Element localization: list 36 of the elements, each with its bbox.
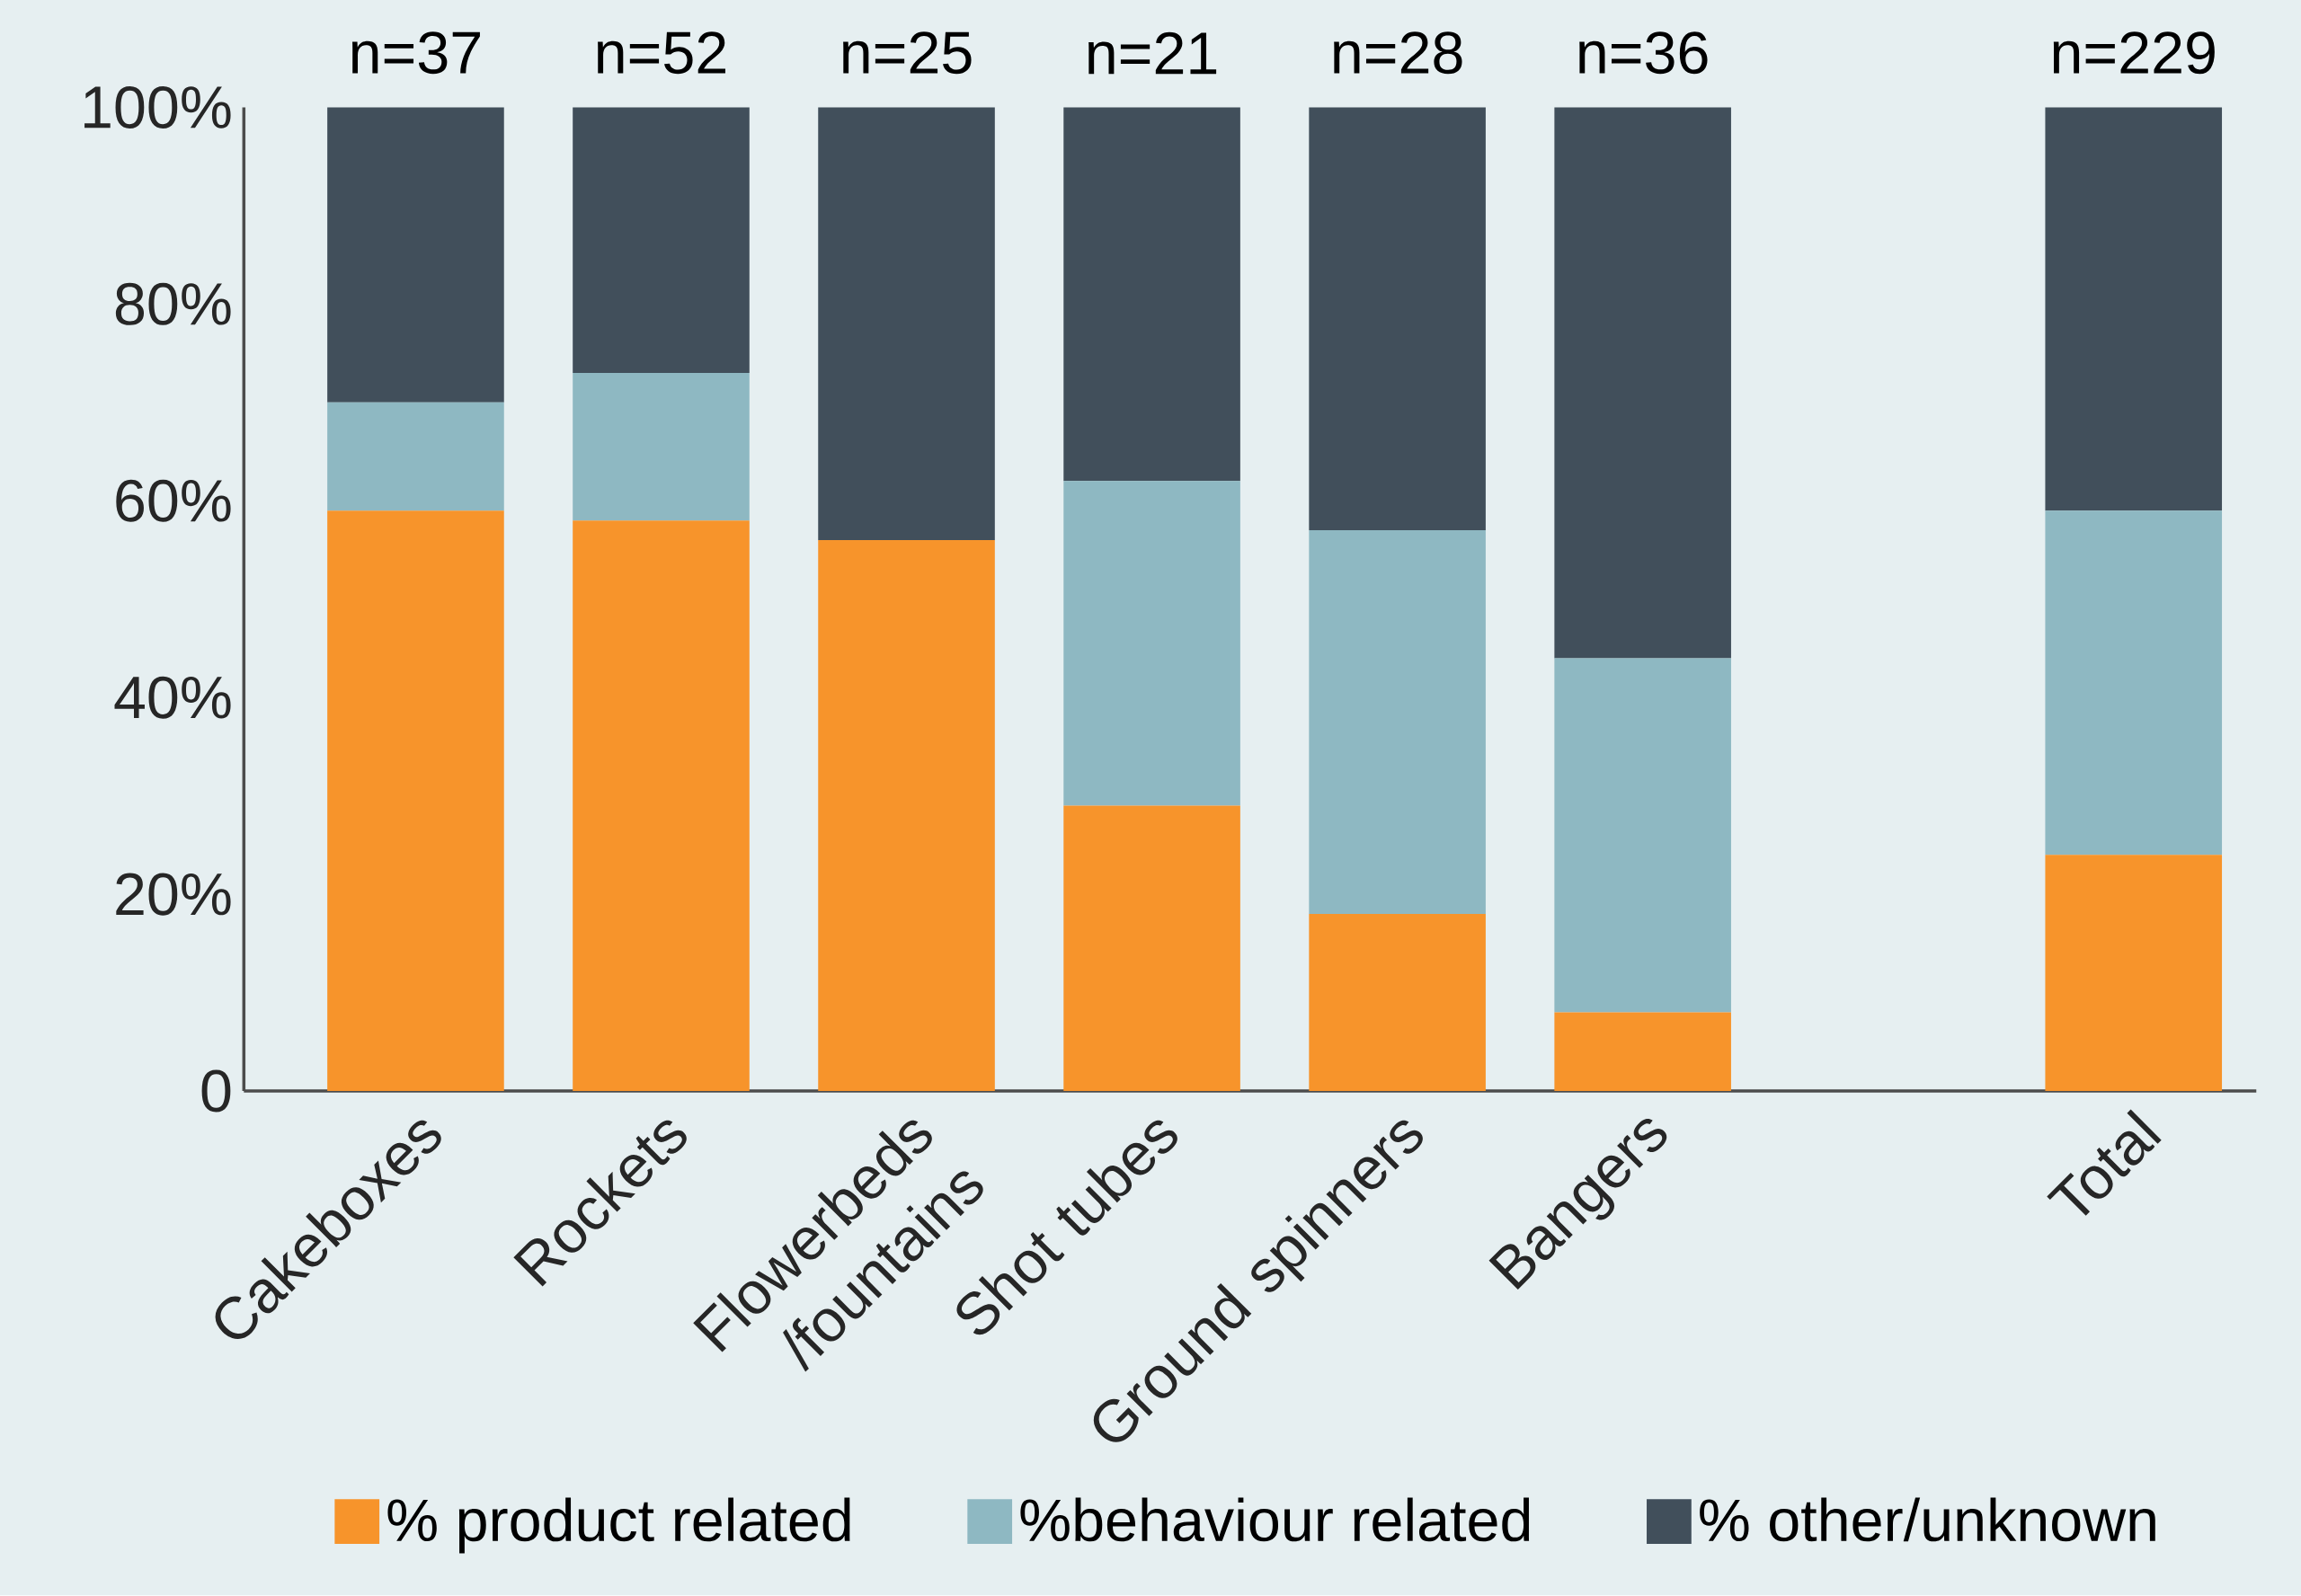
y-tick-label: 80% [115, 283, 231, 326]
bar [573, 107, 750, 374]
bar [1309, 107, 1486, 531]
annotation: n=28 [1334, 31, 1462, 75]
bar [1554, 107, 1731, 659]
bar [573, 373, 750, 521]
bar [327, 510, 504, 1092]
bar [1063, 481, 1240, 806]
y-tick-label: 60% [116, 479, 231, 522]
bar [1063, 805, 1240, 1092]
bar [2045, 510, 2223, 856]
bar [573, 520, 750, 1092]
annotation: n=25 [843, 31, 972, 75]
bar [2045, 107, 2223, 511]
bar [818, 107, 995, 541]
bar [818, 540, 995, 1092]
annotation: n=229 [2053, 31, 2215, 75]
bar [1309, 530, 1486, 915]
legend-label: % other/unknown [1700, 1497, 2155, 1542]
bar [2045, 855, 2223, 1092]
y-tick-label: 100% [84, 86, 231, 129]
annotation: n=21 [1088, 31, 1217, 75]
y-tick-label: 40% [114, 676, 231, 719]
bar [1554, 1012, 1731, 1092]
bar [1554, 658, 1731, 1013]
legend-label: %behaviour related [1020, 1497, 1530, 1542]
bar [1063, 107, 1240, 482]
y-tick-label: 0 [201, 1069, 231, 1113]
legend-label: % product related [387, 1497, 850, 1554]
y-tick-label: 20% [116, 873, 231, 916]
annotation: n=52 [598, 31, 725, 75]
annotation: n=37 [352, 31, 480, 75]
bar [327, 107, 504, 403]
bar [1309, 914, 1486, 1092]
annotation: n=36 [1579, 31, 1708, 75]
bar [327, 403, 504, 511]
